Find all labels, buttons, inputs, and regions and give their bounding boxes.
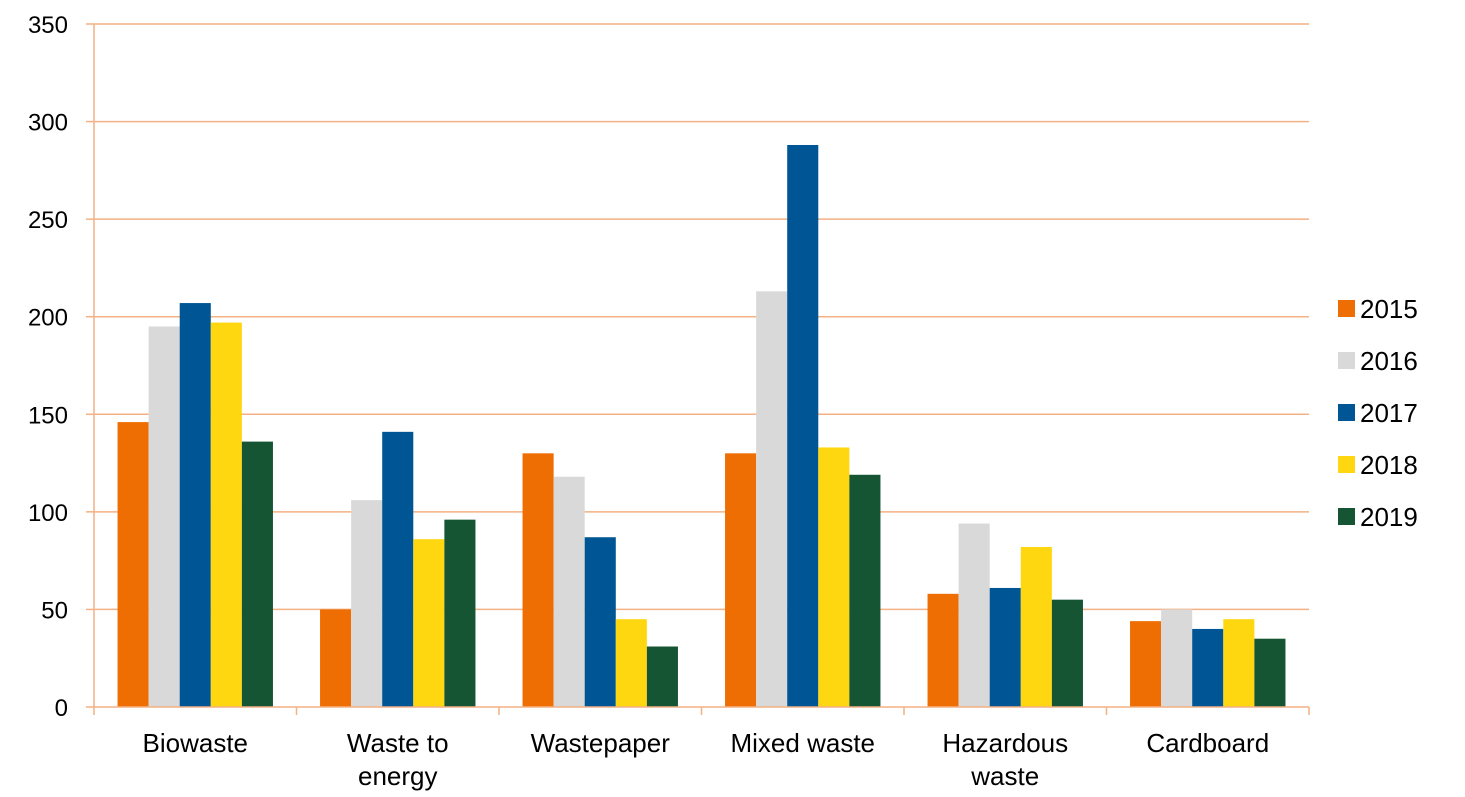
y-axis: 0 50 100 150 200 250 300 350 bbox=[28, 12, 95, 722]
bar bbox=[320, 609, 352, 707]
bar bbox=[989, 587, 1021, 707]
bar bbox=[553, 476, 585, 707]
bar bbox=[615, 619, 647, 707]
legend-label: 2016 bbox=[1360, 346, 1418, 376]
bar bbox=[818, 447, 850, 707]
bar bbox=[787, 144, 819, 707]
x-category-label: waste bbox=[970, 761, 1039, 791]
y-tick-label: 150 bbox=[28, 402, 68, 429]
bar bbox=[382, 431, 414, 707]
bar bbox=[725, 453, 757, 707]
bar bbox=[1192, 628, 1224, 707]
bar bbox=[927, 593, 959, 707]
bar bbox=[444, 519, 476, 707]
y-tick-label: 250 bbox=[28, 207, 68, 234]
bar bbox=[241, 441, 273, 707]
legend-swatch bbox=[1338, 508, 1355, 525]
legend-swatch bbox=[1338, 300, 1355, 317]
bar bbox=[148, 326, 180, 707]
bar bbox=[210, 322, 242, 707]
y-tick-label: 350 bbox=[28, 12, 68, 39]
bar bbox=[1223, 619, 1255, 707]
bar bbox=[849, 474, 881, 707]
bar bbox=[413, 539, 445, 707]
x-category-label: Hazardous bbox=[942, 728, 1068, 758]
bar bbox=[756, 291, 788, 707]
bar bbox=[1161, 609, 1193, 707]
y-tick-label: 300 bbox=[28, 110, 68, 137]
legend-swatch bbox=[1338, 352, 1355, 369]
bars bbox=[117, 144, 1286, 707]
x-category-label: Cardboard bbox=[1146, 728, 1269, 758]
legend: 2015 2016 2017 2018 2019 bbox=[1338, 294, 1418, 532]
bar bbox=[117, 422, 149, 707]
gridlines bbox=[94, 23, 1309, 611]
legend-swatch bbox=[1338, 404, 1355, 421]
bar bbox=[522, 453, 554, 707]
legend-label: 2019 bbox=[1360, 502, 1418, 532]
bar bbox=[646, 646, 678, 707]
x-category-label: Waste to bbox=[347, 728, 449, 758]
legend-label: 2015 bbox=[1360, 294, 1418, 324]
y-tick-label: 50 bbox=[41, 597, 68, 624]
legend-swatch bbox=[1338, 456, 1355, 473]
legend-label: 2018 bbox=[1360, 450, 1418, 480]
x-category-label: Mixed waste bbox=[731, 728, 876, 758]
bar bbox=[1051, 599, 1083, 707]
bar bbox=[958, 523, 990, 707]
bar bbox=[351, 500, 383, 707]
bar bbox=[1254, 638, 1286, 707]
legend-label: 2017 bbox=[1360, 398, 1418, 428]
bar bbox=[584, 537, 616, 707]
y-tick-label: 200 bbox=[28, 305, 68, 332]
y-tick-label: 100 bbox=[28, 500, 68, 527]
x-category-label: Biowaste bbox=[143, 728, 249, 758]
x-category-label: Wastepaper bbox=[531, 728, 671, 758]
x-category-label: energy bbox=[358, 761, 438, 791]
y-tick-label: 0 bbox=[55, 695, 68, 722]
bar bbox=[1130, 621, 1162, 707]
bar bbox=[1020, 546, 1052, 707]
bar bbox=[179, 303, 211, 707]
